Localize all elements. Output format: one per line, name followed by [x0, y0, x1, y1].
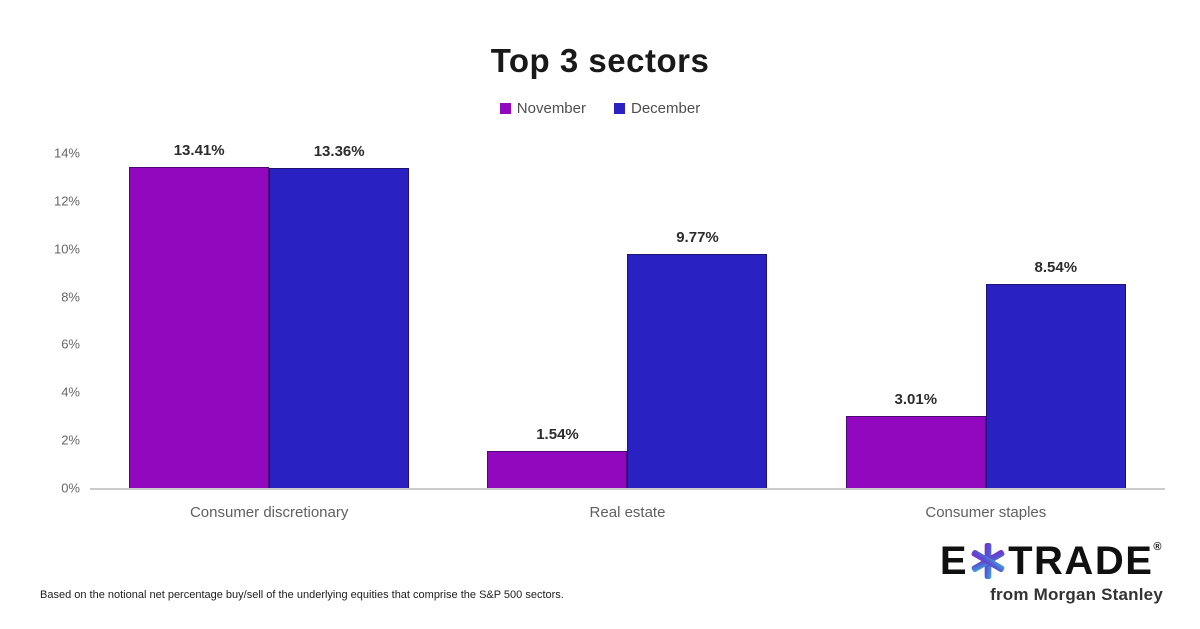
bar-value-label: 9.77% — [676, 229, 719, 247]
y-tick-label: 14% — [53, 145, 80, 161]
bar-december: 13.36% — [269, 143, 410, 488]
y-axis: 0% 2% 4% 6% 8% 10% 12% 14% — [30, 146, 80, 496]
legend-item-december: December — [614, 100, 700, 117]
y-tick-label: 6% — [61, 336, 80, 352]
bar-pair: 13.41% 13.36% — [129, 142, 410, 488]
legend-swatch-december — [614, 103, 625, 114]
footnote: Based on the notional net percentage buy… — [40, 589, 564, 601]
bar-december: 9.77% — [627, 229, 768, 488]
y-tick-label: 4% — [61, 384, 80, 400]
category-label: Real estate — [589, 504, 666, 521]
bar-pair: 1.54% 9.77% — [487, 153, 768, 488]
bar-november: 1.54% — [487, 426, 628, 488]
bar-value-label: 8.54% — [1034, 258, 1078, 276]
legend-label: November — [516, 100, 586, 117]
bar-value-label: 1.54% — [536, 426, 579, 444]
bar-november: 13.41% — [129, 142, 270, 488]
y-tick-label: 2% — [61, 432, 80, 448]
bar-value-label: 3.01% — [894, 390, 938, 408]
bar-group: 3.01% 8.54% Consumer staples — [807, 153, 1165, 521]
plot-area: 0% 2% 4% 6% 8% 10% 12% 14% 13.41% 13.36% Consumer… — [54, 142, 1165, 521]
etrade-wordmark: E TRADE ® — [940, 541, 1163, 581]
chart-title: Top 3 sectors — [490, 42, 710, 79]
y-tick-label: 12% — [53, 193, 80, 209]
bar-december: 8.54% — [985, 259, 1126, 488]
category-label: Consumer discretionary — [189, 504, 349, 521]
y-tick-label: 10% — [53, 241, 80, 257]
legend-label: December — [631, 100, 701, 117]
logo-tagline: from Morgan Stanley — [990, 585, 1163, 604]
bar-value-label: 13.41% — [173, 142, 225, 160]
bar-groups: 13.41% 13.36% Consumer discretionary 1.54% 9… — [90, 142, 1165, 521]
bar-november: 3.01% — [845, 391, 986, 488]
etrade-logo: E TRADE ® from Morgan Stanley — [940, 541, 1163, 605]
legend: November December — [0, 100, 1200, 117]
logo-text-trade: TRADE — [1008, 539, 1154, 583]
category-label: Consumer staples — [925, 504, 1047, 521]
bar-group: 1.54% 9.77% Real estate — [448, 153, 806, 521]
legend-swatch-november — [499, 103, 511, 114]
y-tick-label: 0% — [61, 480, 80, 496]
registered-mark: ® — [1153, 541, 1163, 553]
logo-text-e: E — [939, 539, 969, 583]
legend-item-november: November — [499, 100, 586, 117]
y-tick-label: 8% — [61, 289, 80, 305]
bar-group: 13.41% 13.36% Consumer discretionary — [90, 142, 448, 521]
bar-pair: 3.01% 8.54% — [845, 153, 1126, 488]
asterisk-icon — [971, 542, 1005, 580]
bar-value-label: 13.36% — [313, 143, 365, 161]
